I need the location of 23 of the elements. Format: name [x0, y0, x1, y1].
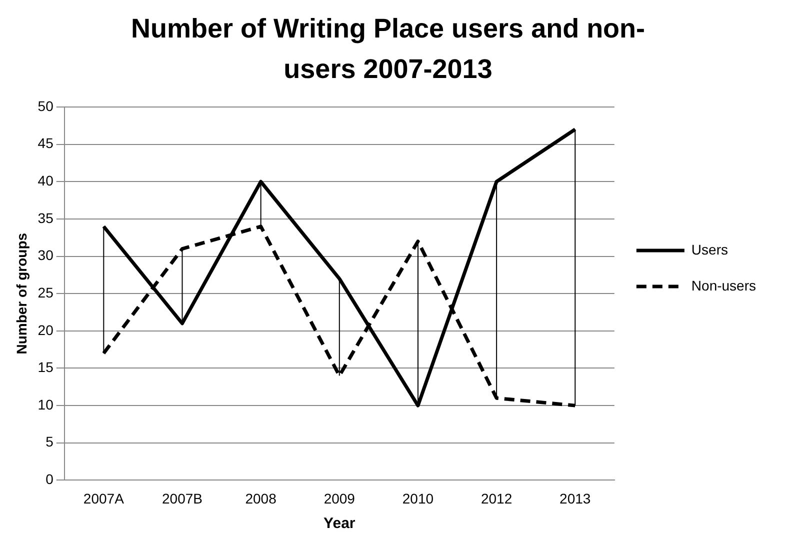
y-tick-label: 25 [38, 284, 54, 300]
y-tick-label: 5 [46, 434, 54, 450]
y-tick-label: 10 [38, 396, 54, 412]
x-tick-label: 2013 [560, 490, 591, 506]
y-tick-label: 50 [38, 98, 54, 114]
x-tick-label: 2009 [324, 490, 356, 506]
x-tick-label: 2008 [245, 490, 277, 506]
x-axis-title: Year [324, 515, 356, 532]
x-tick-label: 2007B [162, 490, 202, 506]
y-tick-label: 20 [38, 322, 54, 338]
legend-label: Non-users [691, 277, 756, 294]
x-tick-label: 2007A [83, 490, 125, 506]
y-tick-label: 0 [46, 471, 54, 488]
x-tick-label: 2012 [480, 490, 512, 506]
y-tick-label: 40 [38, 172, 54, 188]
y-axis-title: Number of groups [13, 232, 30, 354]
legend-label: Users [691, 241, 728, 258]
chart-title: Number of Writing Place users and non-users 2007-2013 [130, 14, 646, 84]
y-tick-label: 35 [38, 210, 54, 226]
y-tick-label: 45 [38, 135, 54, 152]
x-tick-label: 2010 [402, 490, 434, 506]
y-tick-label: 15 [38, 359, 54, 376]
y-tick-label: 30 [38, 247, 54, 264]
